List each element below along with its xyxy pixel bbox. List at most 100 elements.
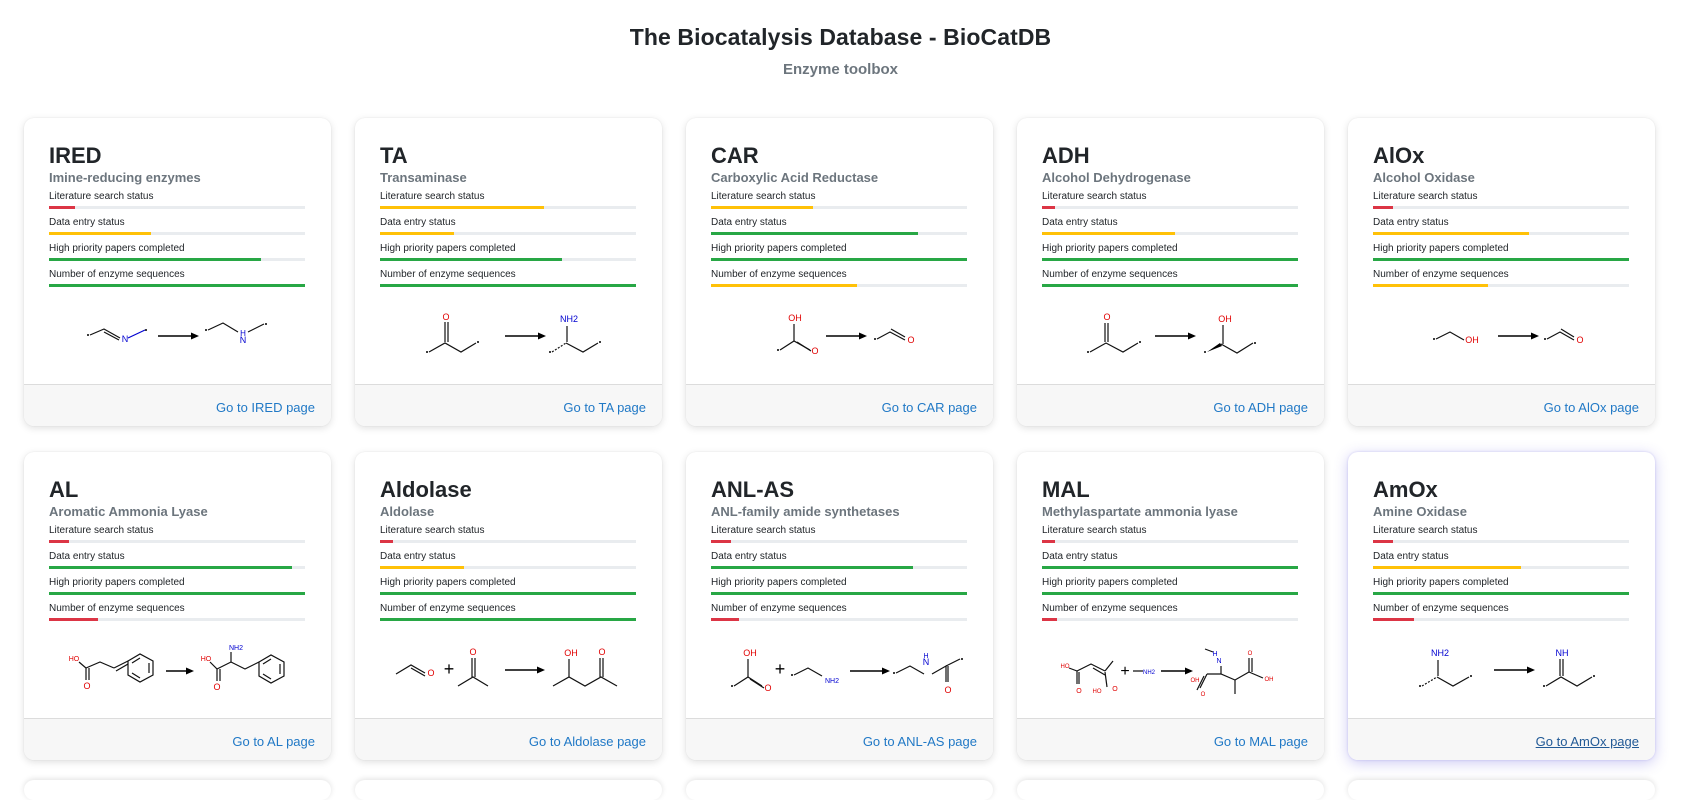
metric-label: High priority papers completed — [711, 243, 847, 254]
status-metric: High priority papers completed — [49, 242, 305, 264]
progress-bar — [1373, 566, 1629, 569]
progress-bar — [1042, 284, 1298, 287]
metric-label: Data entry status — [380, 217, 456, 228]
progress-bar-fill — [380, 206, 544, 209]
plus-sign: + — [775, 659, 786, 679]
status-metric: Data entry status — [711, 550, 967, 572]
status-metric: Literature search status — [1373, 190, 1629, 212]
go-to-adh-page-link[interactable]: Go to ADH page — [1213, 400, 1308, 415]
progress-bar — [1042, 592, 1298, 595]
enzyme-card-amox: AmOx Amine Oxidase Literature search sta… — [1348, 452, 1655, 760]
progress-bar-fill — [711, 284, 857, 287]
progress-bar-fill — [1373, 206, 1394, 209]
card-body: ANL-AS ANL-family amide synthetases Lite… — [686, 452, 993, 718]
enzyme-abbreviation: MAL — [1042, 477, 1090, 502]
reaction-scheme-image: HO O HO O NH2 — [69, 645, 285, 692]
enzyme-name: ANL-family amide synthetases — [711, 504, 900, 519]
card-footer: Go to AL page — [24, 718, 331, 760]
enzyme-name: Carboxylic Acid Reductase — [711, 170, 879, 185]
atom-label: NH2 — [229, 645, 243, 652]
go-to-amox-page-link[interactable]: Go to AmOx page — [1535, 734, 1639, 749]
card-body: AlOx Alcohol Oxidase Literature search s… — [1348, 118, 1655, 384]
card-footer: Go to AlOx page — [1348, 384, 1655, 426]
metric-label: Number of enzyme sequences — [49, 269, 185, 280]
enzyme-name: Amine Oxidase — [1373, 504, 1467, 519]
go-to-aldolase-page-link[interactable]: Go to Aldolase page — [528, 734, 646, 749]
enzyme-name: Alcohol Dehydrogenase — [1042, 170, 1191, 185]
reaction-scheme-image: OH O + NH2 HN O — [731, 648, 963, 695]
status-metric: Literature search status — [380, 190, 636, 212]
progress-bar-fill — [49, 284, 305, 287]
atom-label: O — [764, 683, 771, 693]
go-to-alox-page-link[interactable]: Go to AlOx page — [1543, 400, 1639, 415]
progress-bar — [49, 232, 305, 235]
progress-bar-fill — [380, 258, 562, 261]
status-metric: High priority papers completed — [380, 242, 636, 264]
metric-label: Number of enzyme sequences — [1373, 269, 1509, 280]
progress-bar — [49, 592, 305, 595]
progress-bar-fill — [49, 566, 293, 569]
progress-bar-fill — [49, 258, 262, 261]
progress-bar-fill — [1042, 540, 1055, 543]
metric-label: Literature search status — [49, 191, 154, 202]
progress-bar — [1373, 206, 1629, 209]
go-to-car-page-link[interactable]: Go to CAR page — [881, 400, 977, 415]
atom-label: OH — [743, 648, 757, 658]
reaction-arrow — [1161, 667, 1193, 675]
enzyme-card-mal: MAL Methylaspartate ammonia lyase Litera… — [1017, 452, 1324, 760]
status-metric: Literature search status — [380, 524, 636, 546]
atom-label: H — [923, 653, 928, 660]
progress-bar — [1042, 206, 1298, 209]
page-title: The Biocatalysis Database - BioCatDB — [629, 24, 1052, 50]
atom-label: NH2 — [1143, 670, 1156, 676]
atom-label: O — [213, 682, 220, 692]
reaction-scheme-image: OH O — [1433, 328, 1584, 345]
go-to-al-page-link[interactable]: Go to AL page — [232, 734, 315, 749]
metric-label: Number of enzyme sequences — [380, 603, 516, 614]
progress-bar-fill — [1373, 566, 1522, 569]
atom-label: O — [598, 647, 605, 657]
progress-bar-fill — [380, 618, 636, 621]
status-metric: Number of enzyme sequences — [1373, 268, 1629, 290]
progress-bar-fill — [380, 232, 455, 235]
plus-sign: + — [444, 659, 455, 679]
progress-bar-fill — [380, 284, 636, 287]
go-to-mal-page-link[interactable]: Go to MAL page — [1213, 734, 1308, 749]
status-metric: Data entry status — [1042, 216, 1298, 238]
reaction-scheme-image: O NH2 — [426, 312, 601, 353]
status-metric: Literature search status — [1042, 524, 1298, 546]
metric-label: Number of enzyme sequences — [711, 269, 847, 280]
go-to-anl-as-page-link[interactable]: Go to ANL-AS page — [862, 734, 977, 749]
atom-label: NH2 — [825, 678, 839, 685]
go-to-ired-page-link[interactable]: Go to IRED page — [216, 400, 315, 415]
enzyme-abbreviation: AlOx — [1373, 143, 1425, 168]
status-metric: Data entry status — [380, 550, 636, 572]
metric-label: High priority papers completed — [1373, 243, 1509, 254]
atom-label: OH — [788, 313, 802, 323]
atom-label: HO — [201, 656, 212, 663]
go-to-ta-page-link[interactable]: Go to TA page — [563, 400, 646, 415]
progress-bar-fill — [711, 540, 732, 543]
reaction-scheme: OH O + NH2 H N O — [686, 644, 993, 710]
reaction-arrow — [1155, 332, 1196, 340]
reaction-scheme-image: NH2 NH — [1419, 648, 1595, 687]
progress-bar — [49, 618, 305, 621]
status-metric: Data entry status — [49, 550, 305, 572]
enzyme-abbreviation: ANL-AS — [711, 477, 795, 502]
progress-bar — [1373, 232, 1629, 235]
card-body: ADH Alcohol Dehydrogenase Literature sea… — [1017, 118, 1324, 384]
progress-bar — [711, 258, 967, 261]
status-metric: High priority papers completed — [1373, 242, 1629, 264]
enzyme-name: Aldolase — [380, 504, 435, 519]
atom-label: O — [1076, 688, 1082, 695]
atom-label: O — [1201, 692, 1206, 698]
reaction-scheme: O NH2 — [355, 310, 662, 376]
enzyme-abbreviation: CAR — [711, 143, 759, 168]
atom-label: N — [240, 335, 247, 345]
progress-bar-fill — [1042, 618, 1058, 621]
atom-label: OH — [564, 648, 578, 658]
enzyme-abbreviation: TA — [380, 143, 408, 168]
card-body: MAL Methylaspartate ammonia lyase Litera… — [1017, 452, 1324, 718]
metric-label: High priority papers completed — [711, 577, 847, 588]
